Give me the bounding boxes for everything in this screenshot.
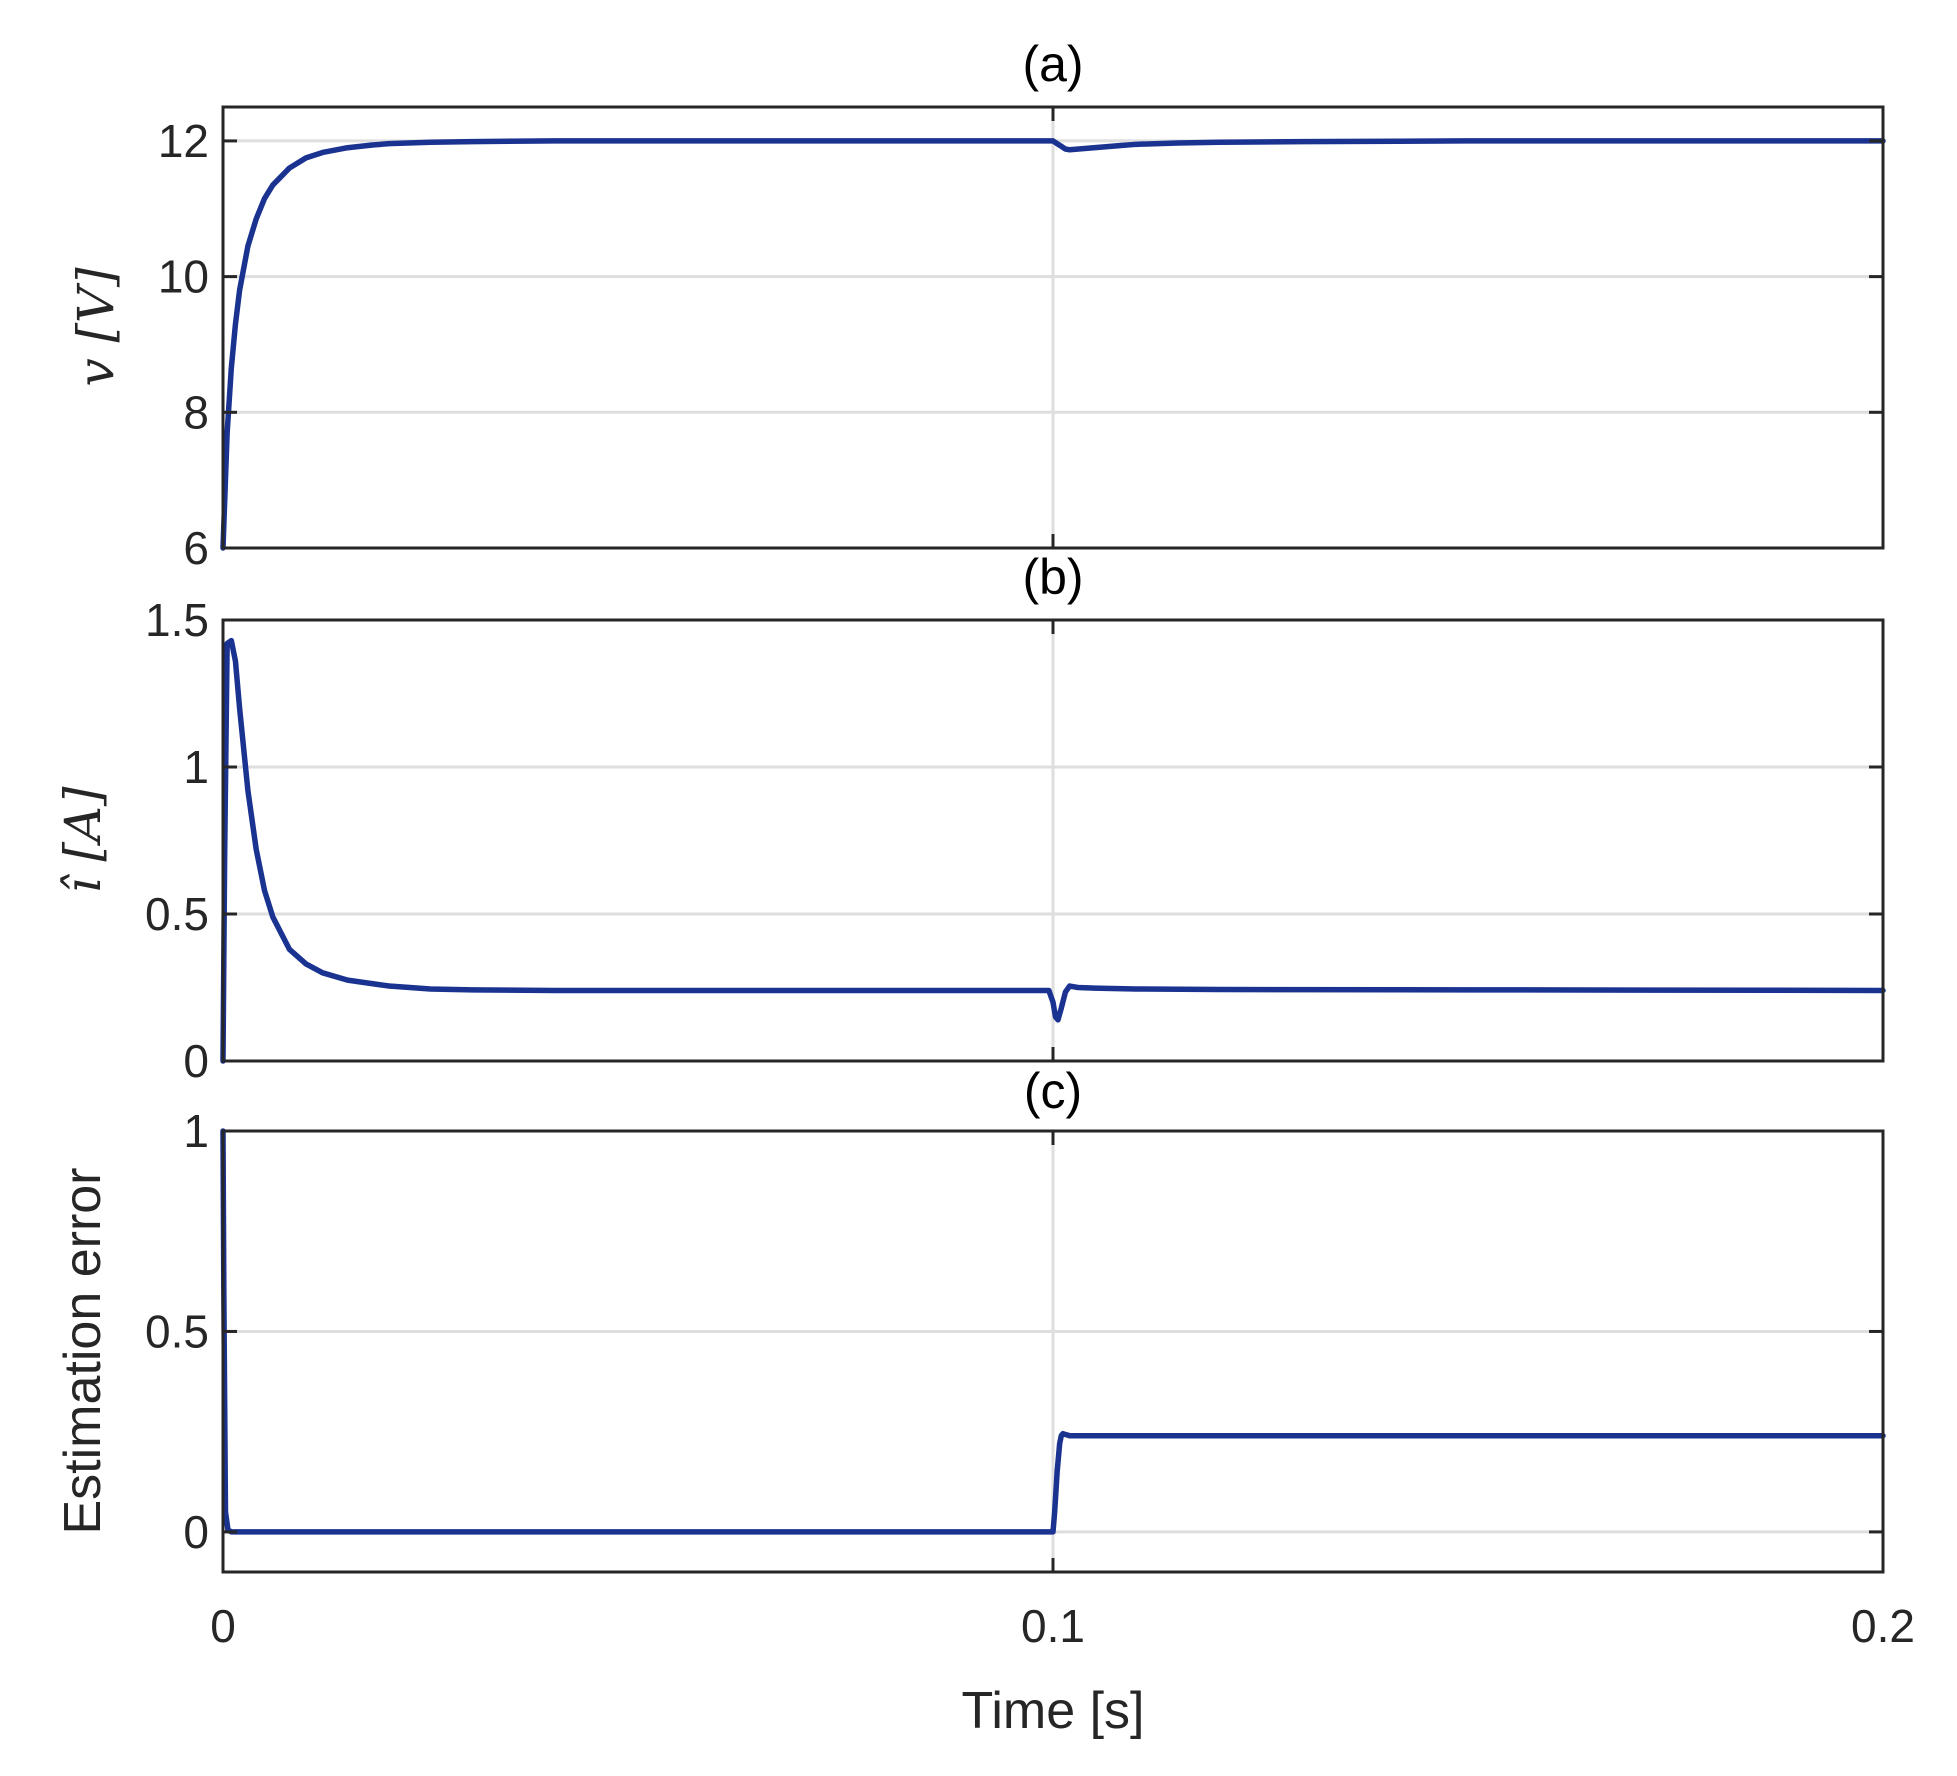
panel-b: 0 0.5 1 1.5 (b) î [A] (54, 549, 1886, 1087)
panel-b-ylabel: î [A] (54, 786, 112, 894)
panel-a-series-line (220, 138, 1886, 551)
panel-c-xtick-labels: 0 0.1 0.2 (210, 1600, 1915, 1652)
panel-a: 6 8 10 12 (a) v [V] (67, 36, 1886, 574)
panel-a-title: (a) (1022, 36, 1083, 92)
panel-c-ytick-label: 0.5 (145, 1305, 209, 1357)
panel-b-ytick-label: 1.5 (145, 594, 209, 646)
panel-a-ytick-labels: 6 8 10 12 (158, 115, 209, 574)
panel-a-ytick-label: 8 (183, 386, 209, 438)
panel-a-ytick-label: 10 (158, 251, 209, 303)
panel-c-ytick-labels: 00.51 (145, 1105, 209, 1558)
panel-b-ytick-label: 0 (183, 1035, 209, 1087)
panel-c-ytick-label: 1 (183, 1105, 209, 1157)
panel-c: 00.51 0 0.1 0.2 (c) Estimation error Time … (54, 1063, 1915, 1740)
panel-b-ytick-label: 1 (183, 741, 209, 793)
panel-b-title: (b) (1022, 549, 1083, 605)
panel-c-ticks (221, 1129, 1885, 1572)
panel-a-ytick-label: 6 (183, 522, 209, 574)
panel-c-ytick-label: 0 (183, 1506, 209, 1558)
panel-b-ticks (221, 618, 1885, 1063)
panel-a-ytick-label: 12 (158, 115, 209, 167)
panel-b-ytick-labels: 0 0.5 1 1.5 (145, 594, 209, 1087)
panel-b-ytick-label: 0.5 (145, 888, 209, 940)
panel-a-ylabel: v [V] (67, 267, 125, 387)
panel-b-grid (223, 620, 1883, 1061)
panel-a-ticks (221, 107, 1885, 550)
panel-c-xlabel: Time [s] (962, 1682, 1145, 1740)
panel-c-ylabel: Estimation error (54, 1168, 112, 1535)
panel-c-title: (c) (1024, 1063, 1082, 1119)
panel-c-xtick-label: 0.1 (1021, 1600, 1085, 1652)
panel-b-series-line (220, 637, 1886, 1064)
panel-c-xtick-label: 0 (210, 1600, 236, 1652)
panel-c-xtick-label: 0.2 (1851, 1600, 1915, 1652)
